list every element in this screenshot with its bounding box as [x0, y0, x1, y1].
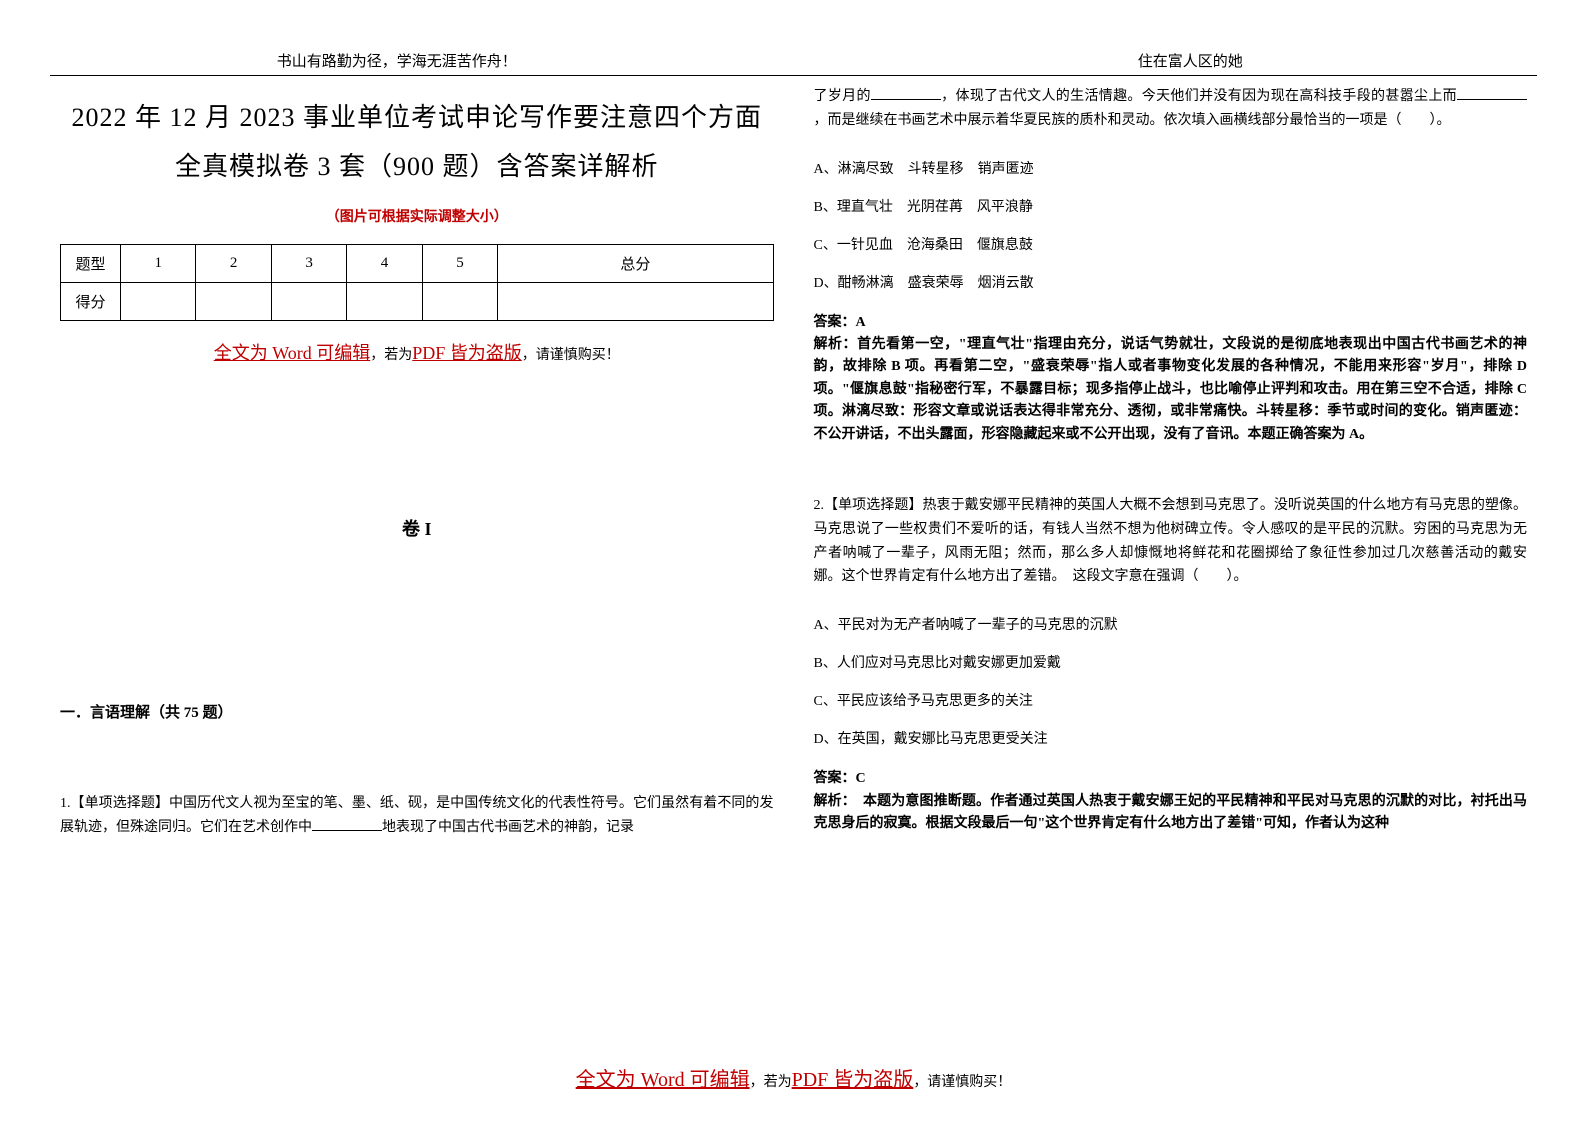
table-row: 题型 1 2 3 4 5 总分 [61, 244, 774, 282]
document-title: 2022 年 12 月 2023 事业单位考试申论写作要注意四个方面全真模拟卷 … [60, 93, 774, 192]
row-label-score: 得分 [61, 282, 121, 320]
right-column: 了岁月的 ，体现了古代文人的生活情趣。今天他们并没有因为现在高科技手段的甚嚣尘上而… [804, 80, 1538, 1052]
document-subtitle: （图片可根据实际调整大小） [60, 206, 774, 226]
piracy-warning: 全文为 Word 可编辑，若为PDF 皆为盗版，请谨慎购买！ [60, 339, 774, 365]
table-cell: 5 [422, 244, 497, 282]
question-2-stem: 2.【单项选择题】热衷于戴安娜平民精神的英国人大概不会想到马克思了。没听说英国的… [814, 494, 1528, 589]
warning-pdf-pirated: PDF 皆为盗版 [412, 343, 522, 363]
left-column: 2022 年 12 月 2023 事业单位考试申论写作要注意四个方面全真模拟卷 … [50, 80, 784, 1052]
table-cell [422, 282, 497, 320]
header-motto-right: 住在富人区的她 [794, 50, 1587, 71]
option-d: D、酣畅淋漓 盛衰荣辱 烟消云散 [814, 272, 1528, 292]
question-1-answer: 答案：A 解析：首先看第一空，"理直气壮"指理由充分，说话气势就壮，文段说的是彻… [814, 312, 1528, 446]
answer-analysis: 解析： 本题为意图推断题。作者通过英国人热衷于戴安娜王妃的平民精神和平民对马克思… [814, 791, 1528, 836]
table-cell [347, 282, 422, 320]
table-cell: 1 [121, 244, 196, 282]
footer-text: ，若为 [750, 1075, 792, 1090]
blank-fill [312, 817, 382, 831]
row-label-type: 题型 [61, 244, 121, 282]
q1-cont-part1: 了岁月的 [814, 89, 871, 104]
option-a: A、平民对为无产者呐喊了一辈子的马克思的沉默 [814, 614, 1528, 634]
blank-fill [1457, 86, 1527, 100]
table-cell [498, 282, 773, 320]
warning-text: ，若为 [370, 348, 412, 363]
option-b: B、人们应对马克思比对戴安娜更加爱戴 [814, 652, 1528, 672]
answer-label: 答案：A [814, 312, 1528, 334]
score-table: 题型 1 2 3 4 5 总分 得分 [60, 244, 774, 321]
warning-text: ，请谨慎购买！ [522, 348, 620, 363]
option-d: D、在英国，戴安娜比马克思更受关注 [814, 728, 1528, 748]
table-cell [271, 282, 346, 320]
blank-fill [871, 86, 941, 100]
footer-piracy-warning: 全文为 Word 可编辑，若为PDF 皆为盗版，请谨慎购买！ [0, 1063, 1587, 1092]
table-cell: 总分 [498, 244, 773, 282]
table-cell [196, 282, 271, 320]
footer-word-editable: 全文为 Word 可编辑 [576, 1069, 750, 1091]
question-1-stem: 1.【单项选择题】中国历代文人视为至宝的笔、墨、纸、砚，是中国传统文化的代表性符… [60, 792, 774, 840]
table-cell [121, 282, 196, 320]
two-column-layout: 2022 年 12 月 2023 事业单位考试申论写作要注意四个方面全真模拟卷 … [50, 80, 1537, 1052]
header-divider [50, 75, 1537, 76]
option-c: C、一针见血 沧海桑田 偃旗息鼓 [814, 234, 1528, 254]
table-row: 得分 [61, 282, 774, 320]
question-1-continuation: 了岁月的 ，体现了古代文人的生活情趣。今天他们并没有因为现在高科技手段的甚嚣尘上而… [814, 85, 1528, 133]
q1-stem-part2: 地表现了中国古代书画艺术的神韵，记录 [382, 820, 634, 835]
page-header: 书山有路勤为径，学海无涯苦作舟！ 住在富人区的她 [0, 50, 1587, 71]
option-b: B、理直气壮 光阴荏苒 风平浪静 [814, 196, 1528, 216]
table-cell: 3 [271, 244, 346, 282]
question-1-options: A、淋漓尽致 斗转星移 销声匿迹 B、理直气壮 光阴荏苒 风平浪静 C、一针见血… [814, 158, 1528, 292]
question-2-options: A、平民对为无产者呐喊了一辈子的马克思的沉默 B、人们应对马克思比对戴安娜更加爱… [814, 614, 1528, 748]
answer-analysis: 解析：首先看第一空，"理直气壮"指理由充分，说话气势就壮，文段说的是彻底地表现出… [814, 334, 1528, 446]
answer-label: 答案：C [814, 768, 1528, 790]
table-cell: 4 [347, 244, 422, 282]
footer-pdf-pirated: PDF 皆为盗版 [792, 1069, 914, 1091]
header-motto-left: 书山有路勤为径，学海无涯苦作舟！ [0, 50, 794, 71]
question-2: 2.【单项选择题】热衷于戴安娜平民精神的英国人大概不会想到马克思了。没听说英国的… [814, 494, 1528, 835]
option-a: A、淋漓尽致 斗转星移 销声匿迹 [814, 158, 1528, 178]
section-title: 一．言语理解（共 75 题） [60, 701, 774, 722]
table-cell: 2 [196, 244, 271, 282]
footer-text: ，请谨慎购买！ [913, 1075, 1011, 1090]
volume-title: 卷 I [60, 515, 774, 541]
warning-word-editable: 全文为 Word 可编辑 [214, 343, 371, 363]
q1-cont-part2: ，体现了古代文人的生活情趣。今天他们并没有因为现在高科技手段的甚嚣尘上而 [941, 89, 1457, 104]
option-c: C、平民应该给予马克思更多的关注 [814, 690, 1528, 710]
question-2-answer: 答案：C 解析： 本题为意图推断题。作者通过英国人热衷于戴安娜王妃的平民精神和平… [814, 768, 1528, 835]
q1-cont-part3: ，而是继续在书画艺术中展示着华夏民族的质朴和灵动。依次填入画横线部分最恰当的一项… [814, 113, 1451, 128]
